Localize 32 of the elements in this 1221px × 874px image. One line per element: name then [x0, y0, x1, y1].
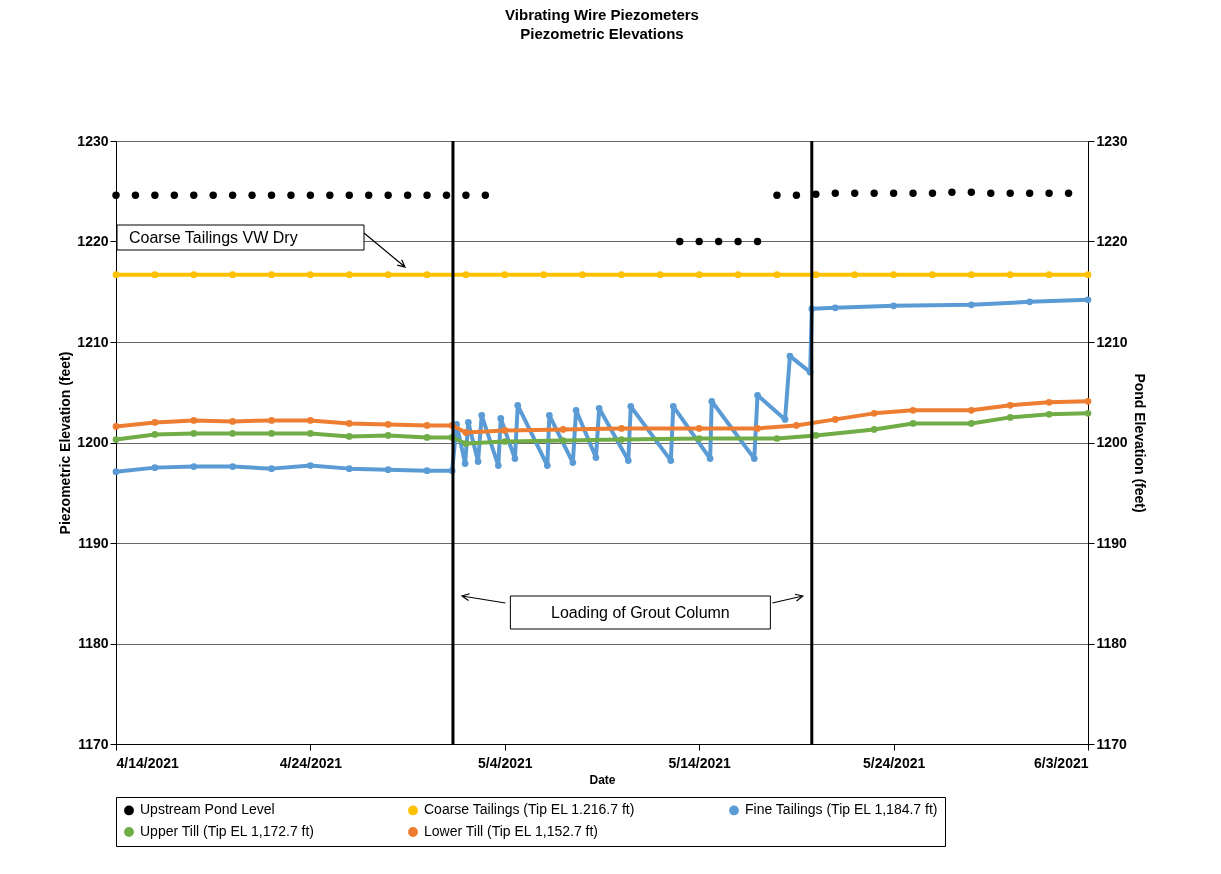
y-tick-label: 1180 [78, 635, 109, 651]
y-axis-title: Piezometric Elevation (feet) [57, 351, 74, 535]
y-tick-label: 1230 [77, 132, 109, 149]
y-tick-label: 1200 [77, 434, 109, 450]
y2-tick-label: 1210 [1096, 333, 1128, 350]
x-tick-label: 5/14/2021 [668, 754, 732, 771]
legend-label: Upstream Pond Level [140, 801, 275, 818]
x-tick-label: 6/3/2021 [1034, 754, 1089, 771]
chart-title: Vibrating Wire Piezometers [505, 6, 699, 23]
y2-tick-label: 1220 [1096, 233, 1128, 249]
y2-tick-label: 1180 [1096, 635, 1128, 651]
legend-label: Coarse Tailings (Tip EL 1.216.7 ft) [424, 801, 635, 818]
x-axis-title: Date [589, 772, 616, 787]
y2-tick-label: 1170 [1096, 735, 1128, 752]
y-tick-label: 1220 [77, 233, 109, 249]
x-tick-label: 4/14/2021 [116, 754, 179, 771]
y2-tick-label: 1230 [1096, 132, 1128, 149]
x-tick-label: 5/4/2021 [478, 754, 533, 771]
y2-tick-label: 1200 [1096, 434, 1128, 450]
annotation: Coarse Tailings VW Dry [129, 228, 298, 246]
x-tick-label: 4/24/2021 [279, 754, 343, 771]
x-tick-label: 5/24/2021 [862, 754, 926, 771]
y2-tick-label: 1190 [1096, 534, 1128, 551]
legend-label: Lower Till (Tip EL 1,152.7 ft) [424, 823, 599, 839]
y-tick-label: 1210 [77, 333, 109, 350]
y-tick-label: 1170 [78, 735, 109, 752]
legend-label: Fine Tailings (Tip EL 1,184.7 ft) [745, 801, 938, 818]
chart-subtitle: Piezometric Elevations [520, 25, 684, 42]
y-tick-label: 1190 [78, 534, 109, 551]
annotation: Loading of Grout Column [550, 603, 730, 621]
y2-axis-title: Pond Elevation (feet) [1131, 373, 1148, 513]
legend-label: Upper Till (Tip EL 1,172.7 ft) [140, 823, 315, 839]
